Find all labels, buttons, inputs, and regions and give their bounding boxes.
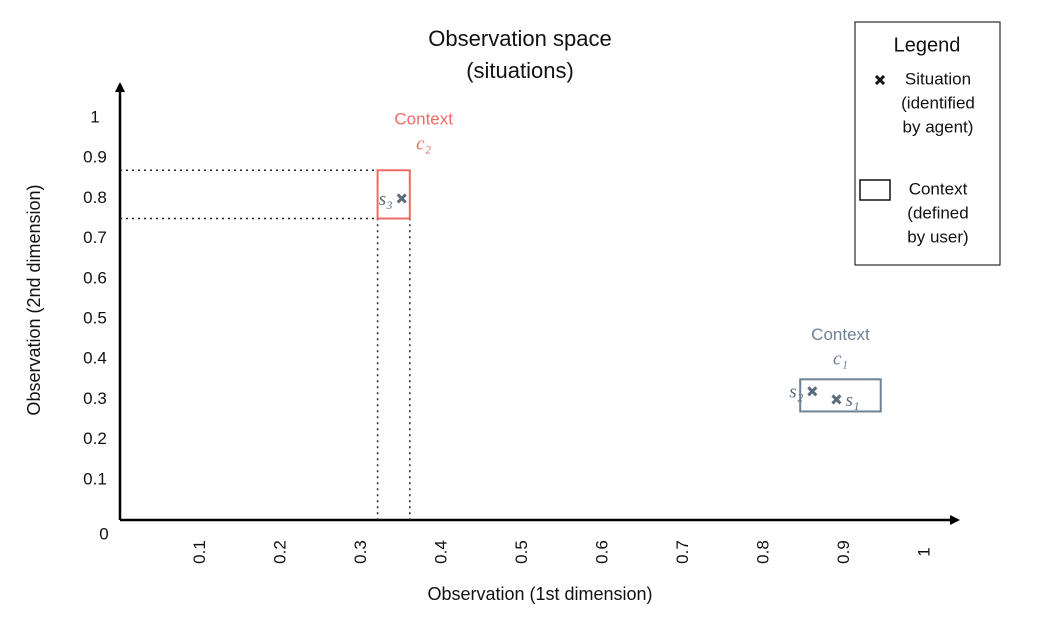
x-tick-label: 0.9 [834, 540, 853, 564]
legend-label: (defined [907, 203, 968, 222]
legend-marker [859, 179, 891, 201]
y-tick-label: 0.1 [83, 469, 107, 488]
point-label: s₃ [379, 189, 393, 210]
point-label: s₂ [789, 382, 803, 403]
x-axis-label: Observation (1st dimension) [427, 584, 652, 604]
y-tick-label: 0.7 [83, 228, 107, 247]
point [807, 386, 818, 397]
x-tick-label: 0.8 [753, 540, 772, 564]
x-tick-label: 0.3 [351, 540, 370, 564]
legend-label: by user) [907, 227, 968, 246]
legend-marker [874, 74, 886, 86]
y-tick-label: 0.2 [83, 429, 107, 448]
y-tick-label: 0.5 [83, 308, 107, 327]
legend-label: by agent) [903, 117, 974, 136]
y-axis-label: Observation (2nd dimension) [24, 184, 44, 415]
legend-label: Context [909, 179, 968, 198]
x-tick-label: 0.4 [431, 540, 450, 564]
point [396, 193, 407, 204]
point-label: s₁ [845, 390, 859, 411]
context-name: c₁ [833, 349, 848, 370]
chart-title: (situations) [466, 58, 574, 83]
legend-box [854, 21, 1001, 266]
x-tick-label: 0.1 [190, 540, 209, 564]
legend-title: Legend [894, 34, 961, 56]
x-tick-label: 0.2 [270, 540, 289, 564]
x-tick-label: 0.7 [673, 540, 692, 564]
chart-title: Observation space [428, 26, 611, 51]
x-tick-label: 0.5 [512, 540, 531, 564]
y-tick-label: 0.3 [83, 389, 107, 408]
y-tick-label: 0.9 [83, 148, 107, 167]
y-tick-label: 0.8 [83, 188, 107, 207]
y-tick-label: 0 [99, 524, 108, 543]
x-tick-label: 0.6 [592, 540, 611, 564]
legend-label: (identified [901, 93, 975, 112]
y-tick-label: 0.4 [83, 349, 107, 368]
context-box [799, 378, 882, 413]
context-box [376, 169, 411, 220]
context-label: Context [811, 325, 870, 344]
legend-label: Situation [905, 69, 971, 88]
y-tick-label: 0.6 [83, 268, 107, 287]
y-tick-label: 1 [90, 107, 99, 126]
point [831, 394, 842, 405]
x-tick-label: 1 [914, 547, 933, 556]
context-label: Context [394, 110, 453, 129]
context-name: c₂ [416, 134, 431, 155]
